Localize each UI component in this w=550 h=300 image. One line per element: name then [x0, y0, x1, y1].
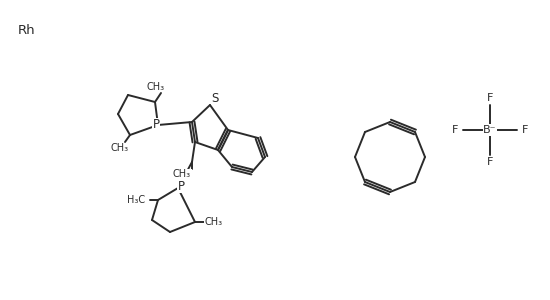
Text: CH₃: CH₃ [205, 217, 223, 227]
Text: B⁻: B⁻ [483, 125, 497, 135]
Text: F: F [487, 93, 493, 103]
Text: Rh: Rh [18, 23, 36, 37]
Text: F: F [487, 157, 493, 167]
Text: CH₃: CH₃ [111, 143, 129, 153]
Text: H₃C: H₃C [127, 195, 145, 205]
Text: F: F [452, 125, 458, 135]
Text: CH₃: CH₃ [173, 169, 191, 179]
Text: S: S [211, 92, 219, 104]
Text: CH₃: CH₃ [147, 82, 165, 92]
Text: P: P [178, 179, 184, 193]
Text: P: P [152, 118, 160, 131]
Text: F: F [522, 125, 528, 135]
